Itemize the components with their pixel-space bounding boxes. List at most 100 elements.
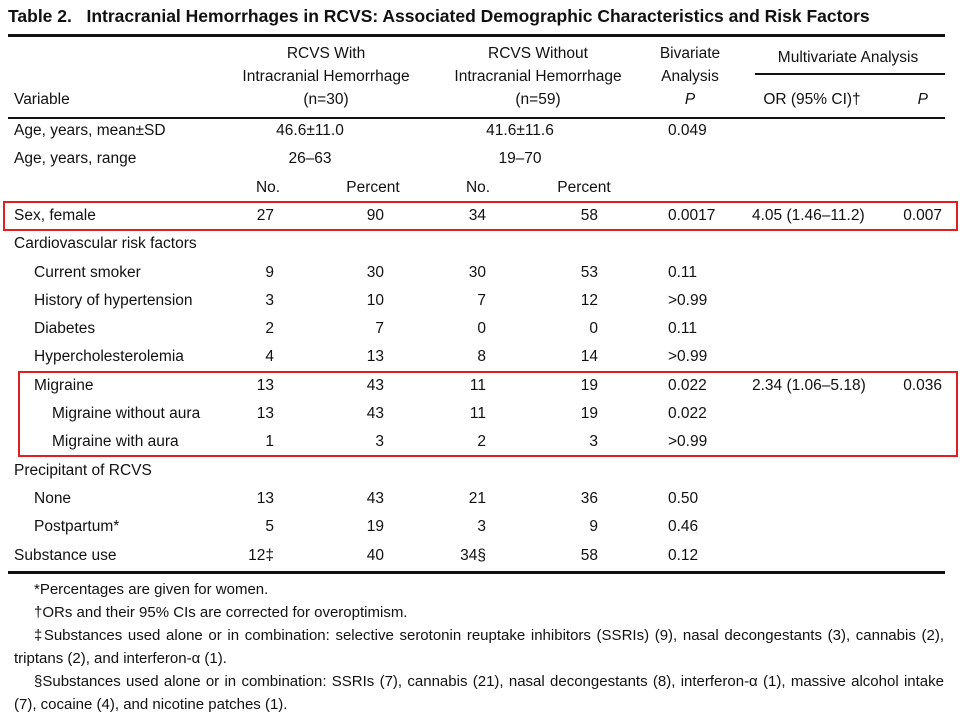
column-subheader: Percent <box>346 178 400 196</box>
cell-p: 0.049 <box>668 122 707 139</box>
header-without: (n=59) <box>515 91 561 108</box>
cell-no-without: 2 <box>477 433 486 451</box>
cell-no-without: 34 <box>468 206 486 224</box>
cell-pct-without: 19 <box>580 405 598 422</box>
cell-no-without: 21 <box>468 489 486 507</box>
header-bivariate: P <box>684 91 696 108</box>
cell-pct-without: 0 <box>589 320 598 338</box>
row-label: Age, years, mean±SD <box>14 122 166 139</box>
cell-no-with: 27 <box>256 206 274 224</box>
row-label: Migraine without aura <box>52 405 201 422</box>
cell-no-with: 12‡ <box>248 546 274 564</box>
cell-no-without: 30 <box>468 263 486 281</box>
header-with: Intracranial Hemorrhage <box>242 68 410 85</box>
cell-pct-with: 13 <box>366 348 384 366</box>
header-with: RCVS With <box>286 45 366 62</box>
row-label: History of hypertension <box>34 291 193 309</box>
row-label: Sex, female <box>14 206 96 224</box>
cell-no-without: 11 <box>469 405 486 422</box>
header-bivariate: Bivariate <box>659 45 721 62</box>
cell-no-with: 1 <box>265 433 274 451</box>
cell-pct-with: 90 <box>366 206 384 224</box>
header-or: OR (95% CI)† <box>763 91 861 108</box>
cell-p: >0.99 <box>668 348 708 366</box>
cell-pct-without: 9 <box>589 518 598 536</box>
footnote: §Substances used alone or in combination… <box>14 673 944 713</box>
cell-no-without: 8 <box>477 348 486 366</box>
footnote: *Percentages are given for women. <box>34 581 269 598</box>
column-subheader: No. <box>465 178 491 196</box>
cell-pct-without: 53 <box>580 263 598 281</box>
cell-or: 2.34 (1.06–5.18) <box>752 376 866 394</box>
cell-p: 0.0017 <box>668 206 716 224</box>
cell-pct-with: 43 <box>366 376 384 394</box>
header-rule <box>8 117 945 119</box>
cell-no-with: 13 <box>256 489 274 507</box>
cell-pct-with: 43 <box>366 405 384 422</box>
cell-p-multi: 0.007 <box>903 206 942 224</box>
bottom-rule <box>8 571 945 574</box>
header-without: RCVS Without <box>488 45 588 62</box>
cell-no-without: 7 <box>477 291 486 309</box>
cell-no-without: 0 <box>477 320 486 338</box>
cell-no-with: 13 <box>256 405 274 422</box>
cell-pct-with: 30 <box>366 263 384 281</box>
cell-without: 19–70 <box>498 150 542 168</box>
header-without: Intracranial Hemorrhage <box>454 68 622 85</box>
cell-p: 0.12 <box>668 546 699 564</box>
cell-p: >0.99 <box>668 433 708 451</box>
table-title: Table 2. Intracranial Hemorrhages in RCV… <box>8 6 870 26</box>
cell-p-multi: 0.036 <box>903 376 942 394</box>
row-label: Migraine with aura <box>52 433 179 451</box>
row-label: Diabetes <box>34 320 96 338</box>
cell-p: 0.11 <box>668 263 698 281</box>
cell-no-without: 34§ <box>460 546 486 564</box>
cell-pct-with: 10 <box>366 291 384 309</box>
cell-pct-without: 14 <box>580 348 598 366</box>
cell-p: 0.11 <box>668 320 698 338</box>
header-bivariate: Analysis <box>661 68 719 85</box>
cell-pct-without: 12 <box>580 291 598 309</box>
row-label: Migraine <box>34 376 94 394</box>
header-multivariate: Multivariate Analysis <box>777 49 919 66</box>
header-with: (n=30) <box>303 91 349 108</box>
cell-pct-without: 3 <box>589 433 598 451</box>
cell-p: 0.022 <box>668 405 707 422</box>
row-label: Current smoker <box>34 263 141 281</box>
column-subheader: Percent <box>557 178 611 196</box>
cell-pct-with: 7 <box>375 320 384 338</box>
footnote: ‡Substances used alone or in combination… <box>14 627 944 667</box>
highlight-box <box>3 200 958 231</box>
multivariate-rule <box>755 73 945 75</box>
cell-p: >0.99 <box>668 291 708 309</box>
cell-pct-with: 19 <box>366 518 384 536</box>
cell-no-with: 13 <box>256 376 274 394</box>
cell-pct-without: 58 <box>580 546 598 564</box>
row-label: Precipitant of RCVS <box>14 461 152 479</box>
cell-no-without: 11 <box>469 376 486 394</box>
row-label: Age, years, range <box>14 150 137 168</box>
cell-p: 0.46 <box>668 518 699 536</box>
header-variable: Variable <box>14 91 70 108</box>
cell-pct-without: 58 <box>580 206 598 224</box>
cell-with: 26–63 <box>288 150 332 168</box>
highlight-box <box>18 370 958 458</box>
cell-with: 46.6±11.0 <box>276 122 344 139</box>
cell-no-with: 2 <box>265 320 274 338</box>
row-label: None <box>34 489 72 507</box>
cell-or: 4.05 (1.46–11.2) <box>752 206 865 224</box>
cell-pct-without: 19 <box>580 376 598 394</box>
row-label: Hypercholesterolemia <box>34 348 184 366</box>
footnote: †ORs and their 95% CIs are corrected for… <box>34 604 408 621</box>
cell-pct-with: 3 <box>375 433 384 451</box>
cell-no-with: 5 <box>265 518 274 536</box>
cell-pct-with: 43 <box>366 489 384 507</box>
cell-pct-without: 36 <box>580 489 598 507</box>
row-label: Substance use <box>14 546 117 564</box>
cell-no-with: 4 <box>265 348 274 366</box>
cell-p: 0.50 <box>668 489 699 507</box>
cell-no-with: 3 <box>265 291 274 309</box>
row-label: Cardiovascular risk factors <box>14 235 197 253</box>
column-subheader: No. <box>255 178 281 196</box>
